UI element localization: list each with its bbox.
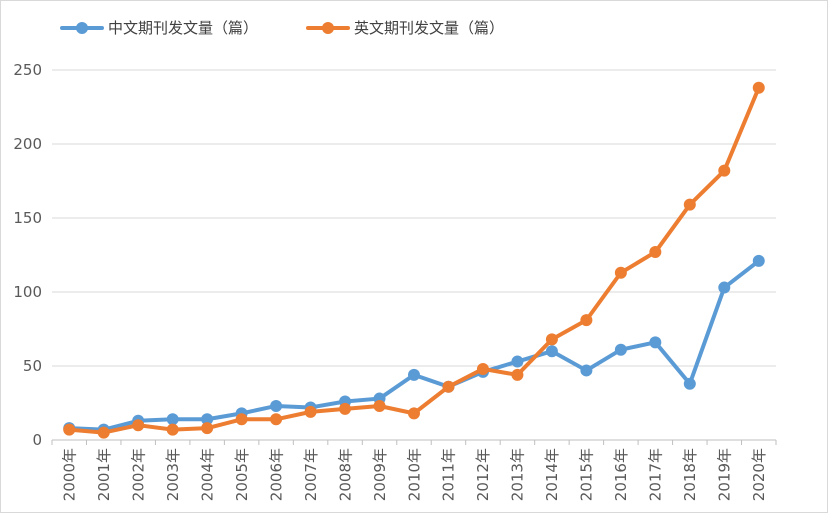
legend-item-2: 英文期刊发文量（篇） (306, 19, 504, 37)
legend-swatch-marker (76, 22, 88, 34)
data-point (580, 314, 593, 327)
x-tick-label: 2014年 (543, 448, 561, 501)
x-tick-label: 2009年 (371, 448, 389, 501)
data-point (63, 423, 76, 436)
data-point (718, 281, 731, 294)
data-point (614, 343, 627, 356)
x-tick-label: 2001年 (95, 448, 113, 501)
x-axis: 2000年 2001年 2002年 2003年 2004年 2005年 2006年 2007年… (51, 439, 777, 501)
data-point (545, 345, 558, 358)
data-point (683, 377, 696, 390)
x-tick-label: 2008年 (336, 448, 354, 501)
y-tick-label: 0 (32, 431, 42, 449)
gridlines (52, 69, 776, 367)
data-point (304, 405, 317, 418)
data-point (373, 399, 386, 412)
x-tick-label: 2000年 (60, 448, 78, 501)
y-tick-label: 100 (13, 283, 42, 301)
y-tick-label: 150 (13, 209, 42, 227)
x-tick-label: 2011年 (440, 448, 458, 501)
series-layer (63, 81, 765, 439)
data-point (270, 399, 283, 412)
data-point (752, 254, 765, 267)
data-point (166, 413, 179, 426)
data-point (166, 423, 179, 436)
data-point (545, 333, 558, 346)
legend: 中文期刊发文量（篇） 英文期刊发文量（篇） (60, 19, 504, 37)
data-point (614, 266, 627, 279)
data-point (201, 422, 214, 435)
legend-item-1: 中文期刊发文量（篇） (60, 19, 258, 37)
x-tick-label: 2003年 (164, 448, 182, 501)
x-tick-label: 2006年 (267, 448, 285, 501)
x-tick-label: 2020年 (750, 448, 768, 501)
x-tick-label: 2005年 (233, 448, 251, 501)
y-axis: 0 50 100 150 200 250 (13, 61, 42, 449)
data-point (442, 380, 455, 393)
y-tick-label: 250 (13, 61, 42, 79)
x-tick-label: 2004年 (198, 448, 216, 501)
x-tick-label: 2016年 (612, 448, 630, 501)
data-point (339, 402, 352, 415)
x-tick-label: 2010年 (405, 448, 423, 501)
data-point (201, 413, 214, 426)
data-point (649, 336, 662, 349)
x-tick-label: 2007年 (302, 448, 320, 501)
x-tick-label: 2018年 (681, 448, 699, 501)
data-point (132, 419, 145, 432)
series-2 (63, 81, 765, 439)
data-point (511, 355, 524, 368)
data-point (718, 164, 731, 177)
data-point (476, 362, 489, 375)
data-point (649, 246, 662, 259)
data-point (752, 81, 765, 94)
legend-label: 中文期刊发文量（篇） (108, 19, 258, 37)
y-tick-label: 50 (23, 357, 42, 375)
x-tick-label: 2019年 (716, 448, 734, 501)
x-tick-label: 2015年 (578, 448, 596, 501)
data-point (683, 198, 696, 211)
data-point (408, 407, 420, 420)
x-tick-label: 2017年 (647, 448, 665, 501)
x-tick-label: 2002年 (129, 448, 147, 501)
legend-label: 英文期刊发文量（篇） (354, 19, 504, 37)
data-point (97, 426, 110, 439)
legend-swatch-marker (322, 22, 334, 34)
y-tick-label: 200 (13, 135, 42, 153)
data-point (235, 413, 248, 426)
x-tick-label: 2013年 (509, 448, 527, 501)
data-point (408, 368, 420, 381)
x-tick-label: 2012年 (474, 448, 492, 501)
data-point (580, 364, 593, 377)
data-point (270, 413, 283, 426)
data-point (511, 368, 524, 381)
